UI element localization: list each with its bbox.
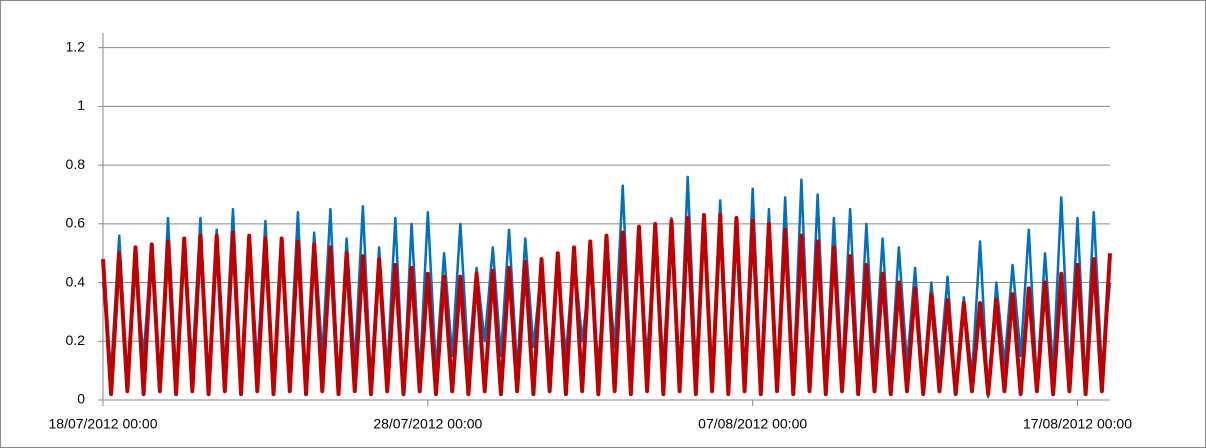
- y-tick-label: 1.2: [66, 38, 86, 54]
- y-tick-label: 0.2: [66, 332, 86, 348]
- y-tick-label: 0.4: [66, 273, 86, 289]
- y-tick-label: 0.6: [66, 215, 86, 231]
- y-tick-label: 0.8: [66, 156, 86, 172]
- x-tick-label: 28/07/2012 00:00: [373, 416, 482, 432]
- series-line: [101, 213, 1112, 397]
- x-tick-label: 17/08/2012 00:00: [1023, 416, 1132, 432]
- y-tick-label: 0: [77, 391, 85, 407]
- y-tick-label: 1: [77, 97, 85, 113]
- x-tick-label: 07/08/2012 00:00: [698, 416, 807, 432]
- x-tick-label: 18/07/2012 00:00: [49, 416, 158, 432]
